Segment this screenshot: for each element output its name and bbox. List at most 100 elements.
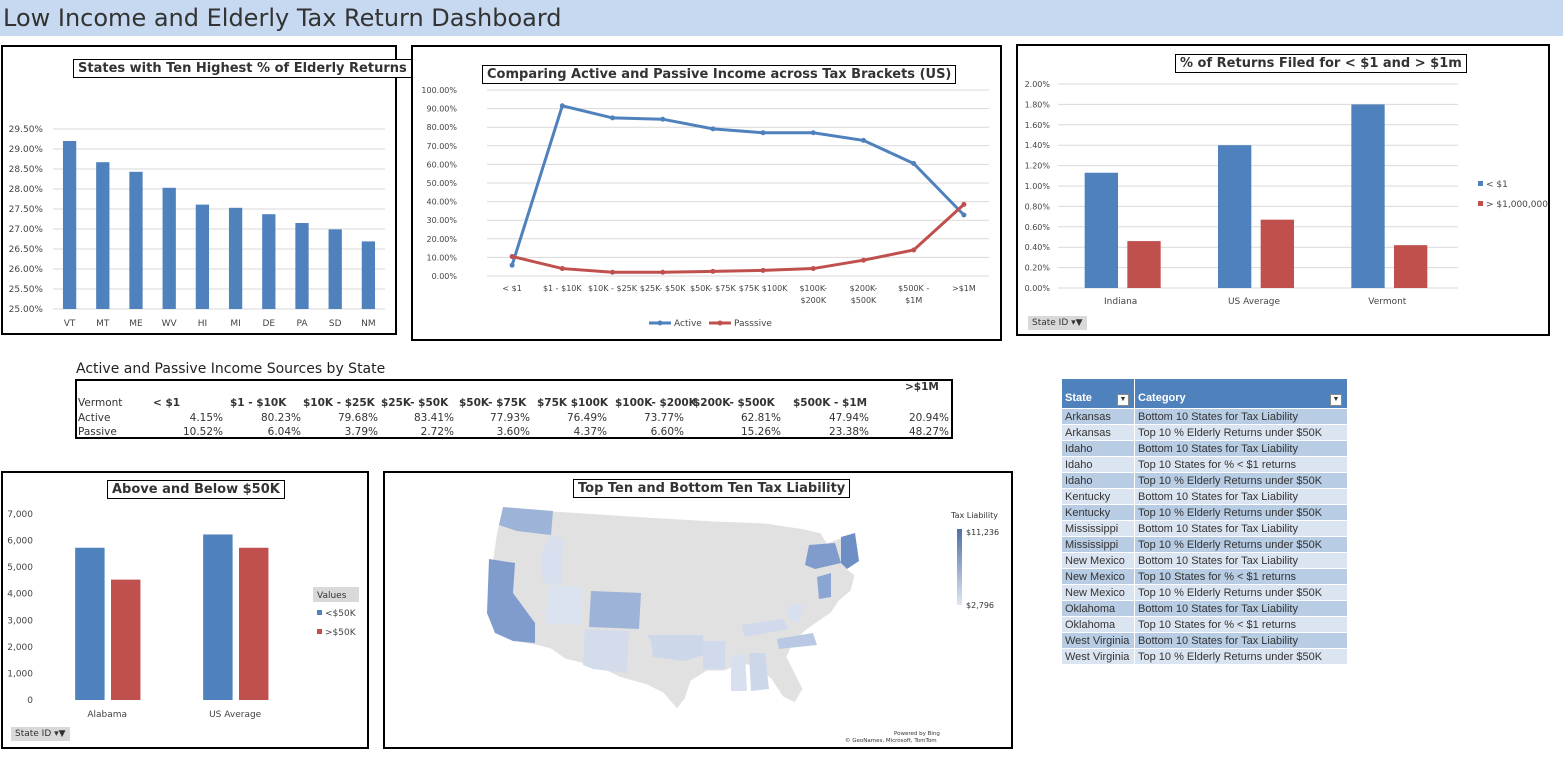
above-below-50k-bar-chart: 0 1,000 2,000 3,000 4,000 5,000 6,000 7,000 Alab… (7, 510, 359, 720)
y-tick-label: 0 (27, 696, 33, 706)
pivot-cell: 79.68% (337, 412, 378, 424)
table-cell: Oklahoma (1062, 616, 1135, 633)
washington-state (499, 507, 553, 535)
legend-marker (657, 320, 663, 326)
data-point (710, 268, 716, 274)
y-tick-label: 5,000 (7, 563, 33, 573)
data-point (509, 262, 515, 268)
x-tick-label: SD (329, 319, 342, 329)
table-row[interactable]: Kentucky Top 10 % Elderly Returns under $… (1062, 504, 1347, 521)
bar (1351, 104, 1385, 289)
data-point (810, 130, 816, 136)
filter-dropdown-icon[interactable]: ▼ (1117, 394, 1129, 406)
table-cell: Bottom 10 States for Tax Liability (1134, 552, 1347, 569)
pivot-cell: 47.94% (828, 412, 869, 424)
pivot-cell: 4.37% (573, 426, 607, 438)
legend-label: >$50K (325, 628, 357, 638)
us-choropleth-map[interactable]: Tax Liability $11,236 $2,796 Powered by … (385, 473, 1011, 747)
y-tick-label: 0.20% (1025, 264, 1051, 273)
colorado-state (589, 591, 641, 629)
tax-liability-map-panel[interactable]: Top Ten and Bottom Ten Tax Liability Tax… (383, 471, 1013, 749)
y-tick-label: 2.00% (1025, 80, 1051, 89)
table-row[interactable]: Oklahoma Bottom 10 States for Tax Liabili… (1062, 600, 1347, 617)
table-row[interactable]: West Virginia Bottom 10 States for Tax Li… (1062, 632, 1347, 649)
table-row[interactable]: Idaho Top 10 % Elderly Returns under $50K (1062, 472, 1347, 489)
legend-label: <$50K (325, 609, 357, 619)
state-category-table[interactable]: State ▼ Category ▼ Arkansas Bottom 10 States … (1062, 379, 1347, 665)
bar (228, 207, 243, 309)
y-tick-label: 26.00% (9, 265, 44, 275)
filter-dropdown-icon[interactable]: ▼ (1330, 394, 1342, 406)
table-row[interactable]: West Virginia Top 10 % Elderly Returns un… (1062, 648, 1347, 665)
above-below-50k-chart-panel[interactable]: 0 1,000 2,000 3,000 4,000 5,000 6,000 7,000 Alab… (1, 471, 369, 749)
pivot-cell: 76.49% (566, 412, 607, 424)
bar (1218, 145, 1252, 288)
table-cell: Bottom 10 States for Tax Liability (1134, 488, 1347, 505)
map-credit-powered: Powered by Bing (894, 731, 940, 737)
map-legend-min: $2,796 (966, 601, 994, 610)
data-point (861, 137, 866, 143)
series-line (510, 104, 965, 266)
pivot-cell: 6.04% (267, 426, 301, 438)
pivot-column-header: $500K - $1M (793, 397, 868, 409)
legend-label: Active (674, 319, 702, 329)
elderly-returns-chart-panel[interactable]: 25.00% 25.50% 26.00% 26.50% 27.00% 27.50% 28.0… (1, 45, 412, 335)
state-id-filter-button[interactable]: State ID ▾▼ (11, 727, 70, 741)
table-cell: Idaho (1062, 472, 1135, 489)
map-title: Top Ten and Bottom Ten Tax Liability (573, 479, 851, 498)
y-tick-label: 29.00% (9, 145, 44, 155)
pivot-cell: 73.77% (643, 412, 684, 424)
table-row[interactable]: Oklahoma Top 10 States for % < $1 returns (1062, 616, 1347, 633)
map-legend-title: Tax Liability (950, 511, 998, 520)
west-virginia-state (787, 603, 803, 623)
x-tick-label: HI (198, 319, 207, 329)
pivot-row-label: Passive (78, 426, 117, 438)
pivot-cell: 48.27% (908, 426, 949, 438)
pivot-column-header: $50K- $75K (459, 397, 527, 409)
income-sources-pivot-table[interactable]: Vermont < $1 $1 - $10K $10K - $25K $25K- $50… (75, 379, 953, 439)
x-tick-label: $500K (851, 296, 877, 305)
data-point (760, 130, 766, 136)
data-point (810, 266, 816, 272)
bar (1127, 241, 1161, 288)
pivot-state-label: Vermont (78, 397, 123, 409)
legend-label: < $1 (1486, 180, 1508, 190)
bar (162, 187, 176, 309)
chart-title: States with Ten Highest % of Elderly Ret… (73, 59, 412, 78)
dashboard-title-bar: Low Income and Elderly Tax Return Dashbo… (0, 0, 1563, 36)
x-tick-label: NM (361, 319, 376, 329)
table-row[interactable]: Mississippi Top 10 % Elderly Returns unde… (1062, 536, 1347, 553)
table-row[interactable]: Kentucky Bottom 10 States for Tax Liabili… (1062, 488, 1347, 505)
legend-swatch (1478, 201, 1483, 206)
y-tick-label: 80.00% (426, 123, 457, 132)
table-row[interactable]: Idaho Top 10 States for % < $1 returns (1062, 456, 1347, 473)
y-tick-label: 27.50% (9, 205, 44, 215)
table-cell: Mississippi (1062, 536, 1135, 553)
active-passive-line-chart-panel[interactable]: 0.00% 10.00% 20.00% 30.00% 40.00% 50.00% 60.00… (411, 45, 1002, 341)
y-tick-label: 1.20% (1025, 162, 1051, 171)
pivot-column-header: < $1 (153, 397, 181, 409)
column-header[interactable]: State ▼ (1062, 379, 1135, 409)
table-row[interactable]: New Mexico Bottom 10 States for Tax Liabi… (1062, 552, 1347, 569)
active-passive-line-chart: 0.00% 10.00% 20.00% 30.00% 40.00% 50.00% 60.00… (421, 86, 989, 329)
table-cell: Idaho (1062, 440, 1135, 457)
y-tick-label: 0.60% (1025, 223, 1051, 232)
table-row[interactable]: Mississippi Bottom 10 States for Tax Liab… (1062, 520, 1347, 537)
state-id-filter-button[interactable]: State ID ▾▼ (1028, 316, 1087, 330)
x-tick-label: >$1M (952, 284, 976, 293)
table-row[interactable]: Arkansas Top 10 % Elderly Returns under $… (1062, 424, 1347, 441)
table-row[interactable]: Idaho Bottom 10 States for Tax Liability (1062, 440, 1347, 457)
pivot-column-header: $1 - $10K (230, 397, 287, 409)
y-tick-label: 70.00% (426, 142, 457, 151)
y-tick-label: 100.00% (421, 86, 457, 95)
table-row[interactable]: New Mexico Top 10 % Elderly Returns under… (1062, 584, 1347, 601)
returns-filed-chart-panel[interactable]: 0.00% 0.20% 0.40% 0.60% 0.80% 1.00% 1.20% 1.40%… (1016, 44, 1550, 336)
y-tick-label: 26.50% (9, 245, 44, 255)
table-row[interactable]: New Mexico Top 10 States for % < $1 retur… (1062, 568, 1347, 585)
y-tick-label: 90.00% (426, 105, 457, 114)
column-header[interactable]: Category ▼ (1134, 379, 1347, 409)
table-row[interactable]: Arkansas Bottom 10 States for Tax Liabili… (1062, 408, 1347, 425)
table-cell: West Virginia (1062, 648, 1135, 665)
arkansas-state (703, 641, 725, 669)
legend-marker (717, 320, 723, 326)
